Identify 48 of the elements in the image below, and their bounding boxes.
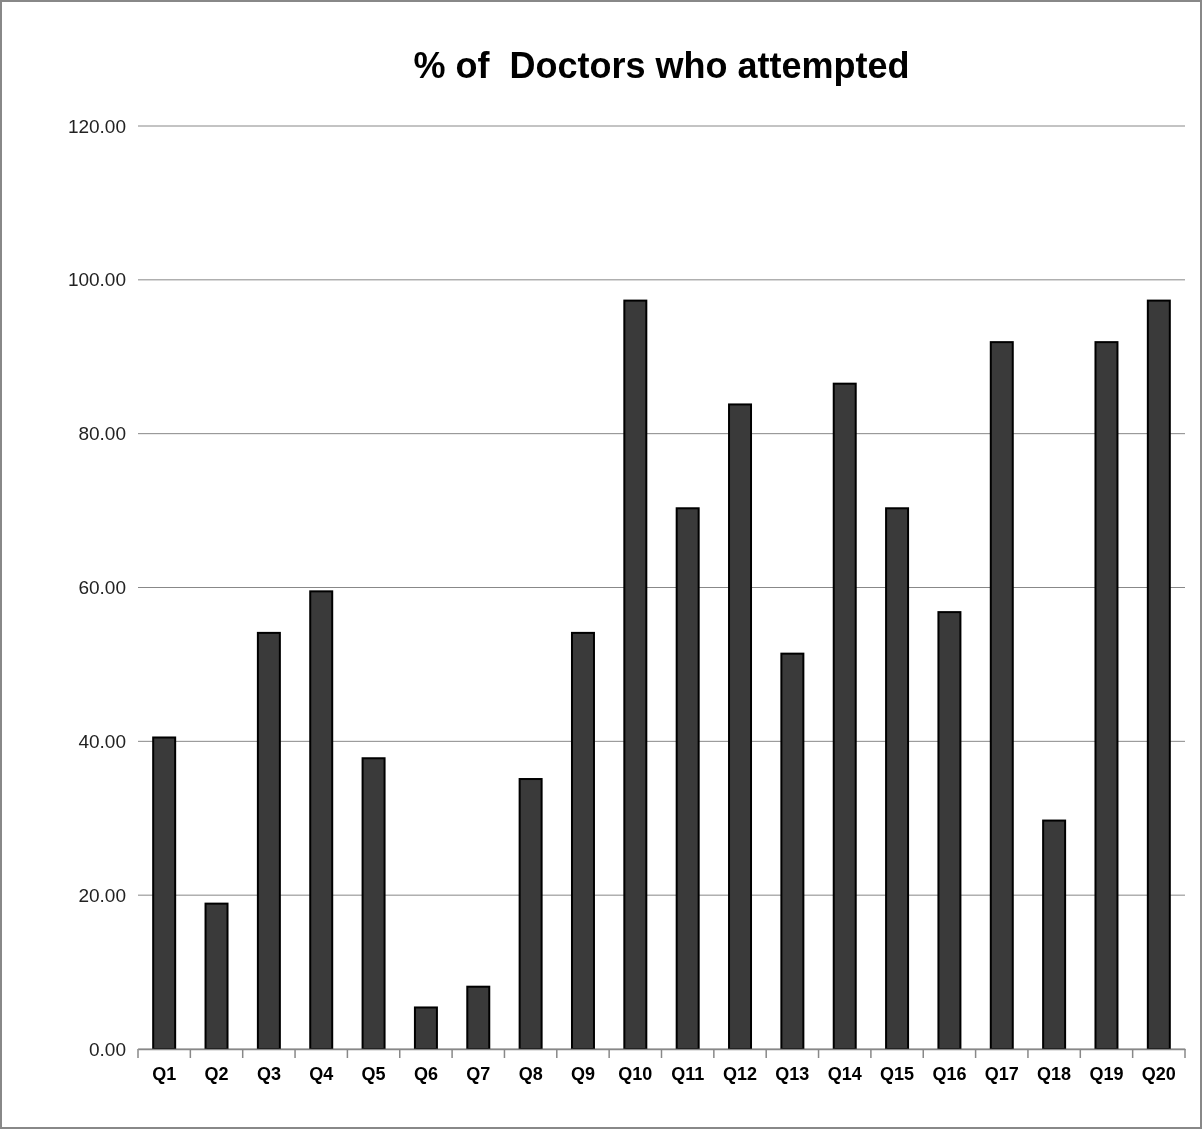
bar — [570, 631, 595, 1050]
bar — [1094, 341, 1119, 1050]
x-tick-label: Q5 — [361, 1063, 386, 1084]
x-tick-label: Q15 — [880, 1063, 915, 1084]
bar — [1042, 819, 1067, 1050]
bar — [989, 341, 1014, 1050]
x-tick-label: Q9 — [570, 1063, 595, 1084]
y-tick-label: 80.00 — [78, 423, 126, 445]
y-tick-label: 120.00 — [67, 115, 126, 137]
x-tick-label: Q7 — [466, 1063, 491, 1084]
x-tick-label: Q8 — [518, 1063, 543, 1084]
bar — [623, 299, 648, 1050]
bar — [152, 736, 177, 1050]
x-tick-label: Q18 — [1037, 1063, 1072, 1084]
bar — [780, 652, 805, 1050]
bar — [675, 507, 700, 1050]
x-tick-label: Q16 — [932, 1063, 967, 1084]
bar — [937, 611, 962, 1050]
bar — [728, 403, 753, 1050]
chart-title: % of Doctors who attempted — [413, 45, 910, 86]
y-tick-label: 20.00 — [78, 884, 126, 906]
x-tick-label: Q14 — [827, 1063, 862, 1084]
bar — [256, 631, 281, 1050]
bar — [309, 590, 334, 1050]
y-tick-label: 60.00 — [78, 577, 126, 599]
x-tick-label: Q3 — [256, 1063, 281, 1084]
bar — [1146, 299, 1171, 1050]
bar — [413, 1006, 438, 1051]
x-tick-label: Q13 — [775, 1063, 810, 1084]
bar — [832, 382, 857, 1050]
x-tick-label: Q11 — [671, 1063, 705, 1084]
x-tick-label: Q4 — [309, 1063, 334, 1084]
bar — [361, 757, 386, 1050]
bar — [466, 985, 491, 1050]
bar — [885, 507, 910, 1050]
x-tick-label: Q20 — [1141, 1063, 1176, 1084]
y-tick-label: 0.00 — [89, 1038, 126, 1060]
x-tick-label: Q1 — [152, 1063, 177, 1084]
x-tick-label: Q10 — [618, 1063, 653, 1084]
x-tick-label: Q17 — [984, 1063, 1019, 1084]
bar — [518, 778, 543, 1050]
y-tick-label: 100.00 — [67, 269, 126, 291]
x-tick-label: Q19 — [1089, 1063, 1124, 1084]
x-tick-label: Q12 — [723, 1063, 758, 1084]
y-tick-label: 40.00 — [78, 730, 126, 752]
x-tick-label: Q2 — [204, 1063, 229, 1084]
x-tick-label: Q6 — [413, 1063, 438, 1084]
bar — [204, 902, 229, 1050]
